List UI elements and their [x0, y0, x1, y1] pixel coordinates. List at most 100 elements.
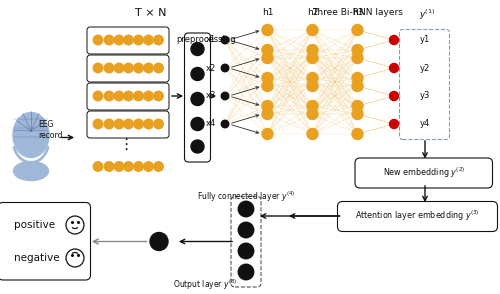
Text: h1: h1 [262, 8, 273, 17]
Circle shape [93, 63, 103, 73]
Circle shape [221, 92, 229, 100]
Circle shape [238, 201, 254, 217]
Circle shape [221, 64, 229, 72]
Circle shape [262, 108, 273, 119]
Circle shape [144, 119, 153, 129]
FancyBboxPatch shape [231, 196, 261, 287]
Circle shape [144, 35, 153, 45]
Circle shape [238, 222, 254, 238]
Circle shape [262, 73, 273, 83]
Circle shape [104, 119, 114, 129]
FancyBboxPatch shape [184, 33, 210, 162]
Circle shape [150, 233, 168, 250]
Circle shape [154, 162, 163, 171]
FancyBboxPatch shape [400, 29, 450, 139]
Circle shape [352, 24, 363, 36]
Circle shape [93, 162, 103, 171]
Text: preprocessing: preprocessing [176, 34, 236, 44]
FancyBboxPatch shape [87, 27, 169, 54]
FancyBboxPatch shape [0, 203, 90, 280]
Circle shape [124, 63, 133, 73]
Text: x3: x3 [206, 91, 216, 101]
Circle shape [104, 63, 114, 73]
Circle shape [221, 36, 229, 44]
Circle shape [154, 119, 163, 129]
Circle shape [262, 44, 273, 56]
FancyBboxPatch shape [87, 83, 169, 110]
Text: New embedding $y^{(2)}$: New embedding $y^{(2)}$ [383, 165, 465, 180]
Circle shape [262, 81, 273, 91]
Circle shape [154, 91, 163, 101]
Text: EEG
record: EEG record [38, 120, 63, 141]
Text: Fully connected layer $y^{(4)}$: Fully connected layer $y^{(4)}$ [197, 189, 295, 204]
Circle shape [134, 162, 143, 171]
Ellipse shape [14, 161, 48, 181]
Circle shape [191, 140, 204, 153]
Circle shape [307, 128, 318, 139]
Text: h3: h3 [352, 8, 363, 17]
Circle shape [352, 44, 363, 56]
Circle shape [124, 35, 133, 45]
Circle shape [144, 63, 153, 73]
Circle shape [114, 91, 124, 101]
Text: y2: y2 [420, 64, 430, 73]
Circle shape [191, 43, 204, 56]
Circle shape [307, 73, 318, 83]
Circle shape [352, 108, 363, 119]
Circle shape [352, 53, 363, 64]
Circle shape [262, 101, 273, 111]
FancyBboxPatch shape [355, 158, 492, 188]
Circle shape [114, 119, 124, 129]
Circle shape [238, 264, 254, 280]
Text: Attention layer embedding $y^{(3)}$: Attention layer embedding $y^{(3)}$ [355, 209, 480, 223]
FancyBboxPatch shape [87, 111, 169, 138]
Text: negative: negative [14, 253, 60, 263]
Text: x2: x2 [206, 64, 216, 73]
Circle shape [104, 162, 114, 171]
Circle shape [114, 162, 124, 171]
Text: Three Bi-RNN layers: Three Bi-RNN layers [312, 8, 403, 17]
Circle shape [124, 162, 133, 171]
Circle shape [191, 118, 204, 131]
Circle shape [191, 93, 204, 106]
Circle shape [134, 119, 143, 129]
Circle shape [307, 44, 318, 56]
Text: x4: x4 [206, 119, 216, 128]
Ellipse shape [13, 113, 49, 158]
FancyBboxPatch shape [338, 201, 498, 231]
Circle shape [352, 128, 363, 139]
Text: y3: y3 [420, 91, 430, 101]
Circle shape [390, 119, 398, 128]
Circle shape [134, 63, 143, 73]
Circle shape [104, 35, 114, 45]
Circle shape [307, 81, 318, 91]
Circle shape [144, 162, 153, 171]
Circle shape [144, 91, 153, 101]
Circle shape [352, 101, 363, 111]
Circle shape [93, 119, 103, 129]
Circle shape [93, 91, 103, 101]
Circle shape [191, 68, 204, 81]
Circle shape [124, 91, 133, 101]
Circle shape [114, 63, 124, 73]
Circle shape [262, 128, 273, 139]
Circle shape [134, 91, 143, 101]
Circle shape [262, 53, 273, 64]
Circle shape [262, 24, 273, 36]
Circle shape [238, 243, 254, 259]
Text: Output layer $y^{(8)}$: Output layer $y^{(8)}$ [172, 278, 238, 292]
Text: $y^{(1)}$: $y^{(1)}$ [420, 8, 436, 22]
Circle shape [154, 35, 163, 45]
Text: T × N: T × N [135, 8, 167, 18]
Circle shape [390, 91, 398, 101]
Text: ⋮: ⋮ [118, 136, 134, 151]
Circle shape [93, 35, 103, 45]
Circle shape [307, 53, 318, 64]
Text: y1: y1 [420, 36, 430, 44]
FancyBboxPatch shape [87, 55, 169, 82]
Circle shape [124, 119, 133, 129]
Circle shape [221, 120, 229, 128]
Circle shape [154, 63, 163, 73]
Circle shape [307, 101, 318, 111]
Circle shape [114, 35, 124, 45]
